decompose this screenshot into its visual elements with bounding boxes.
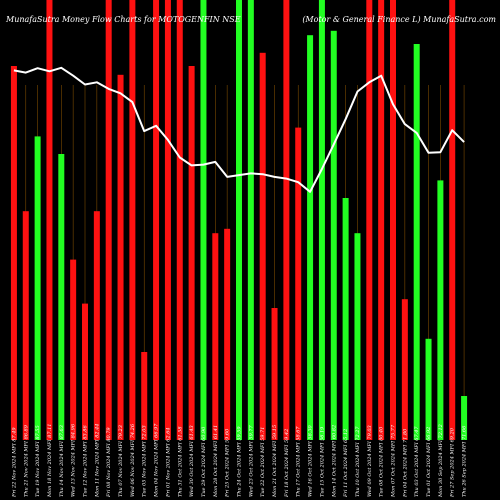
x-tick-label: Wed 16 Oct 2024 MFI 58.30: [308, 424, 314, 497]
x-tick-label: Mon 28 Oct 2024 MFI 61.41: [213, 425, 219, 498]
bar: [176, 0, 183, 440]
x-tick-label: Fri 27 Sep 2024 MFI 69.20: [450, 427, 456, 498]
x-tick-label: Mon 11 Nov 2024 MFI 82.44: [94, 424, 100, 498]
bar: [390, 0, 396, 440]
bar: [342, 198, 349, 440]
bar: [283, 0, 290, 440]
bar: [271, 308, 278, 440]
x-tick-label: Mon 21 Oct 2024 MFI 59.15: [272, 425, 278, 498]
bar: [366, 0, 373, 440]
bar: [58, 154, 65, 440]
x-tick-label: Thu 03 Oct 2024 MFI 67.47: [414, 426, 420, 497]
x-tick-label: Wed 13 Nov 2024 MFI 84.96: [71, 423, 77, 497]
x-tick-label: Tue 05 Nov 2024 MFI 72.03: [142, 425, 148, 497]
x-tick-label: Wed 09 Oct 2024 MFI 79.03: [367, 425, 373, 497]
x-tick-label: Tue 15 Oct 2024 MFI 56.19: [319, 426, 325, 497]
bar: [401, 299, 408, 440]
bar: [259, 52, 266, 441]
bar: [82, 303, 88, 440]
x-tick-label: Fri 04 Oct 2024 MFI 71.80: [402, 428, 408, 498]
x-tick-label: Fri 18 Oct 2024 MFI 59.42: [284, 429, 290, 498]
x-tick-label: Fri 25 Oct 2024 MFI 59.60: [225, 428, 231, 498]
bar: [318, 0, 325, 440]
bar: [10, 66, 17, 440]
x-tick-label: Thu 17 Oct 2024 MFI 58.67: [296, 426, 302, 497]
bar: [153, 0, 160, 440]
bar: [117, 74, 124, 441]
x-tick-label: Tue 01 Oct 2024 MFI 66.92: [426, 427, 432, 497]
bar: [188, 66, 195, 440]
x-tick-label: Wed 06 Nov 2024 MFI 74.26: [130, 423, 136, 497]
bar: [129, 0, 136, 440]
chart-title: MunafaSutra Money Flow Charts for MOTOGE…: [5, 15, 241, 24]
x-tick-label: Tue 22 Oct 2024 MFI 59.71: [260, 427, 266, 497]
bar: [437, 180, 444, 440]
x-tick-label: Thu 07 Nov 2024 MFI 79.23: [118, 425, 124, 497]
bar: [200, 0, 207, 440]
x-tick-label: Thu 24 Oct 2024 MFI 59.59: [237, 426, 243, 497]
x-tick-label: Fri 11 Oct 2024 MFI 65.12: [343, 429, 349, 498]
x-tick-label: Fri 08 Nov 2024 MFI 80.79: [106, 427, 112, 498]
x-tick-label: Thu 10 Oct 2024 MFI 72.27: [355, 426, 361, 497]
bar: [46, 0, 53, 440]
bar: [330, 30, 337, 441]
x-tick-label: Wed 30 Oct 2024 MFI 61.43: [189, 425, 195, 497]
bar: [413, 44, 420, 440]
bar: [461, 396, 468, 440]
bar: [295, 127, 302, 440]
x-tick-label: Fri 22 Nov 2024 MFI 87.49: [11, 427, 17, 498]
bar-series: [10, 0, 468, 441]
x-tick-labels: Fri 22 Nov 2024 MFI 87.49 Thu 21 Nov 2024…: [11, 423, 467, 498]
x-tick-label: Tue 19 Nov 2024 MFI 87.55: [35, 425, 41, 497]
mfi-line: [13, 66, 465, 193]
bar: [22, 211, 29, 440]
x-tick-label: Thu 31 Oct 2024 MFI 61.58: [177, 426, 183, 497]
bar: [105, 0, 112, 440]
bar: [212, 233, 219, 440]
bar: [236, 0, 242, 440]
bar: [354, 233, 361, 440]
chart-subtitle: (Motor & General Finance L) MunafaSutra.…: [302, 15, 496, 24]
x-tick-label: Mon 04 Nov 2024 MFI 66.97: [154, 423, 160, 498]
x-tick-label: Mon 30 Sep 2024 MFI 72.12: [438, 424, 444, 498]
bar: [224, 228, 231, 440]
bar: [141, 352, 148, 440]
bar: [70, 259, 77, 440]
x-tick-label: Mon 07 Oct 2024 MFI 75.77: [391, 424, 397, 498]
x-tick-label: Tue 12 Nov 2024 MFI 83.86: [83, 425, 89, 497]
x-tick-label: Mon 14 Oct 2024 MFI 60.82: [331, 425, 337, 498]
x-tick-label: Thu 26 Sep 2024 MFI 71.66: [462, 425, 468, 497]
bar: [378, 0, 385, 440]
x-tick-label: Fri 01 Nov 2024 MFI 62.64: [165, 427, 171, 498]
x-tick-label: Wed 23 Oct 2024 MFI 59.77: [248, 424, 254, 497]
bar: [247, 0, 254, 440]
bar: [425, 338, 432, 440]
x-tick-label: Tue 08 Oct 2024 MFI 80.40: [379, 426, 385, 497]
x-tick-label: Thu 21 Nov 2024 MFI 86.89: [23, 424, 29, 497]
bar: [34, 136, 41, 440]
x-tick-label: Mon 18 Nov 2024 MFI 87.11: [47, 424, 53, 498]
bar: [307, 35, 314, 440]
bar: [449, 0, 456, 440]
x-tick-label: Thu 14 Nov 2024 MFI 87.63: [59, 425, 65, 497]
bar: [164, 0, 171, 440]
x-tick-label: Tue 29 Oct 2024 MFI 60.90: [201, 426, 207, 497]
bar: [93, 211, 100, 440]
